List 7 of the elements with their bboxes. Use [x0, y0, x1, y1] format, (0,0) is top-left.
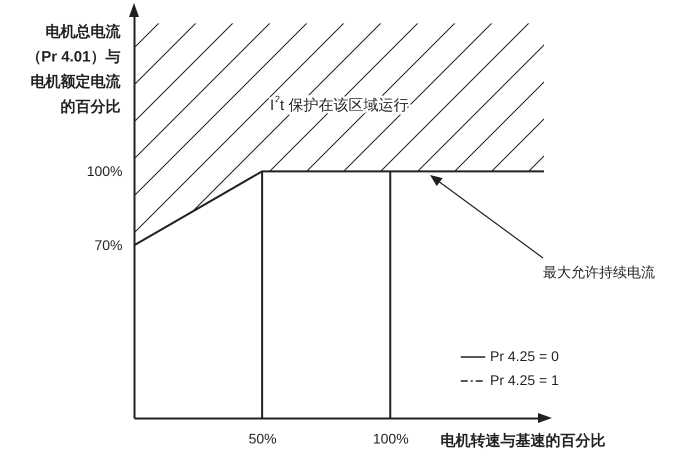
x-tick-label: 50% — [248, 430, 277, 446]
y-tick-label: 70% — [94, 236, 122, 253]
x-axis-title: 电机转速与基速的百分比 — [440, 432, 606, 450]
y-axis-title: 电机总电流（Pr 4.01）与电机额定电流的百分比 — [26, 22, 122, 116]
annotation: 最大允许持续电流 — [543, 264, 655, 280]
legend-label: Pr 4.25 = 1 — [490, 372, 560, 388]
legend-label: Pr 4.25 = 0 — [490, 348, 560, 364]
